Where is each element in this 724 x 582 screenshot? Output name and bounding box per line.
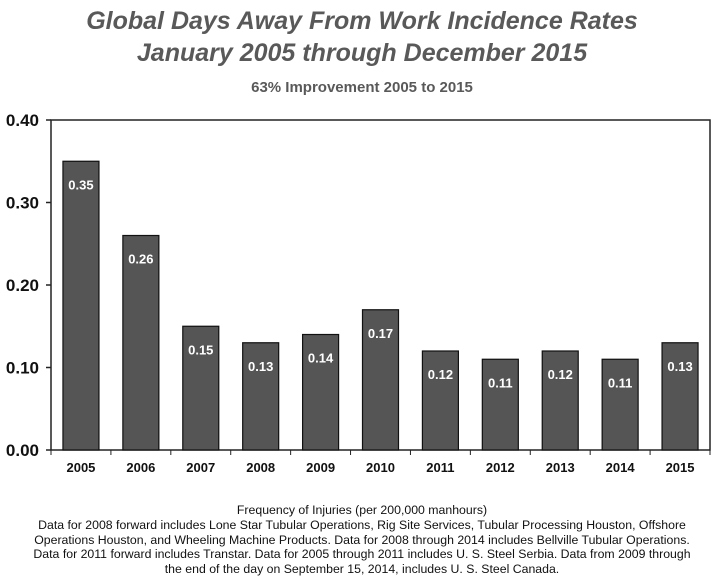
footnote-line: Frequency of Injuries (per 200,000 manho…	[236, 503, 488, 517]
x-tick-label: 2010	[366, 460, 395, 475]
data-label: 0.14	[308, 351, 334, 366]
x-tick-label: 2015	[666, 460, 695, 475]
data-label: 0.13	[248, 359, 273, 374]
y-tick-label: 0.10	[6, 359, 39, 378]
x-tick-label: 2013	[546, 460, 575, 475]
footnote-line: Operations Houston, and Wheeling Machine…	[34, 532, 690, 547]
bar-2007	[182, 325, 220, 451]
data-label: 0.12	[548, 367, 573, 382]
x-tick-label: 2011	[426, 460, 454, 475]
data-label: 0.35	[68, 177, 93, 192]
data-label: 0.15	[188, 342, 213, 357]
bar-2009	[301, 333, 340, 451]
chart-title-line2: January 2005 through December 2015	[136, 39, 588, 67]
chart-subtitle: 63% Improvement 2005 to 2015	[251, 79, 473, 96]
bar-2013	[541, 350, 579, 451]
y-tick-label: 0.20	[6, 276, 39, 295]
bar-2012	[481, 358, 519, 451]
bar-chart: 0.00 0.10 0.20 0.30 0.40 0.35 2005 0.26 2006 0.15…	[6, 111, 711, 475]
data-label: 0.17	[368, 326, 393, 341]
footnotes: Frequency of Injuries (per 200,000 manho…	[0, 503, 724, 577]
bar-2014	[601, 358, 639, 451]
y-tick-label: 0.30	[6, 194, 39, 213]
y-tick-label: 0.40	[6, 111, 39, 130]
data-label: 0.11	[608, 375, 633, 390]
bar-2015	[661, 342, 699, 451]
x-tick-label: 2007	[186, 460, 215, 475]
bar-2011	[421, 350, 460, 451]
footnote-line: Data for 2008 forward includes Lone Star…	[38, 517, 686, 532]
x-tick-label: 2014	[606, 460, 636, 475]
data-label: 0.13	[667, 359, 692, 374]
footnote-line: Data for 2011 forward includes Transtar.…	[33, 547, 691, 562]
bar-2006	[122, 234, 160, 451]
chart-title: Global Days Away From Work Incidence Rat…	[86, 7, 638, 35]
footnote-line: the end of the day on September 15, 2014…	[164, 562, 560, 577]
bar-2008	[242, 342, 280, 451]
data-label: 0.11	[488, 375, 513, 390]
x-tick-label: 2009	[306, 460, 335, 475]
bar-2010	[361, 309, 400, 451]
x-tick-label: 2005	[66, 460, 95, 475]
data-label: 0.12	[428, 367, 453, 382]
x-tick-label: 2006	[126, 460, 155, 475]
y-tick-label: 0.00	[6, 441, 39, 460]
x-tick-label: 2008	[246, 460, 275, 475]
bar-2005	[62, 160, 100, 451]
data-label: 0.26	[128, 252, 153, 267]
x-tick-label: 2012	[486, 460, 515, 475]
